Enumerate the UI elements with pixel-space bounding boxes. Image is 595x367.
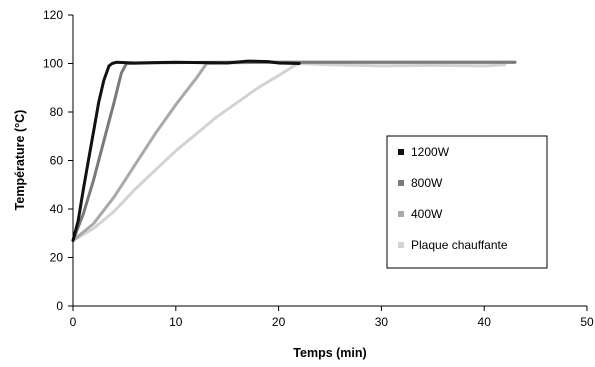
legend-label: 400W xyxy=(411,207,443,221)
y-tick-label: 100 xyxy=(43,57,63,71)
x-tick-label: 20 xyxy=(272,315,286,329)
y-tick-label: 80 xyxy=(50,105,64,119)
y-tick-label: 120 xyxy=(43,8,63,22)
y-tick-label: 60 xyxy=(50,154,64,168)
x-tick-label: 50 xyxy=(580,315,594,329)
x-tick-label: 40 xyxy=(478,315,492,329)
legend-label: 800W xyxy=(411,176,443,190)
y-tick-label: 0 xyxy=(56,299,63,313)
legend-box xyxy=(386,135,548,269)
legend-marker xyxy=(398,242,404,248)
y-tick-label: 40 xyxy=(50,202,64,216)
x-axis-ticks: 0 10 20 30 40 50 xyxy=(70,306,594,329)
legend-marker xyxy=(398,211,404,217)
legend-marker xyxy=(398,149,404,155)
x-tick-label: 10 xyxy=(169,315,183,329)
y-axis-ticks: 0 20 40 60 80 100 120 xyxy=(43,8,73,313)
series-layer xyxy=(71,59,517,242)
legend-marker xyxy=(398,180,404,186)
x-tick-label: 0 xyxy=(70,315,77,329)
legend-label: 1200W xyxy=(411,145,450,159)
y-tick-label: 20 xyxy=(50,251,64,265)
legend-label: Plaque chauffante xyxy=(411,238,508,252)
x-tick-label: 30 xyxy=(375,315,389,329)
series-line-800w xyxy=(71,60,517,242)
series-line-1200w xyxy=(71,59,301,242)
x-axis-title: Temps (min) xyxy=(293,346,366,360)
series-line-plaque-chauffante xyxy=(71,62,507,242)
legend: 1200W 800W 400W Plaque chauffante xyxy=(386,135,548,269)
y-axis-title: Température (°C) xyxy=(13,110,27,211)
